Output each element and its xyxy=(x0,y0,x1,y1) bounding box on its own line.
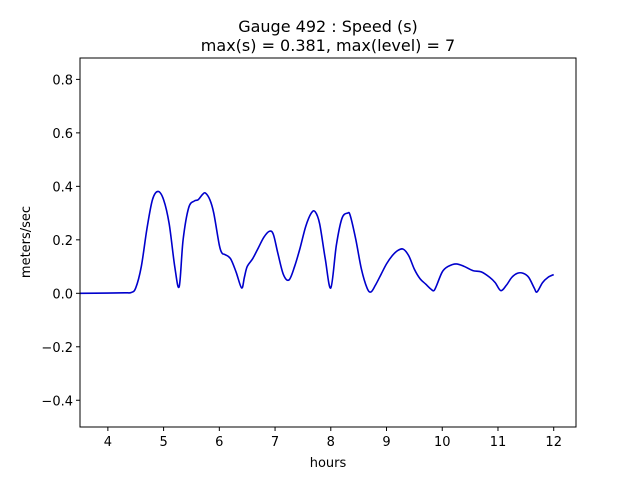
x-tick-label: 10 xyxy=(434,435,451,450)
y-tick-label: 0.2 xyxy=(52,234,73,249)
y-tick-label: 0.4 xyxy=(52,180,73,195)
x-tick-label: 5 xyxy=(159,435,167,450)
chart-title-line-2: max(s) = 0.381, max(level) = 7 xyxy=(201,36,455,55)
y-tick-label: −0.2 xyxy=(41,341,73,356)
x-tick-label: 9 xyxy=(382,435,390,450)
x-tick-label: 8 xyxy=(327,435,335,450)
y-axis-ticks: −0.4 −0.2 0.0 0.2 0.4 0.6 0.8 xyxy=(41,73,80,409)
y-tick-label: 0.0 xyxy=(52,287,73,302)
x-axis-label: hours xyxy=(310,456,347,471)
series-layer xyxy=(79,190,555,295)
plot-area xyxy=(80,58,576,427)
y-axis-label: meters/sec xyxy=(19,206,34,278)
plot-frame xyxy=(79,57,577,428)
y-tick-label: 0.8 xyxy=(52,73,73,88)
speed-series-line xyxy=(79,190,555,295)
y-tick-label: −0.4 xyxy=(41,394,73,409)
x-tick-label: 7 xyxy=(271,435,279,450)
x-tick-label: 11 xyxy=(490,435,507,450)
chart-title-line-1: Gauge 492 : Speed (s) xyxy=(238,17,418,36)
x-axis-ticks: 4 5 6 7 8 9 10 11 12 xyxy=(104,427,562,450)
x-tick-label: 12 xyxy=(545,435,562,450)
x-tick-label: 4 xyxy=(104,435,112,450)
x-tick-label: 6 xyxy=(215,435,223,450)
y-tick-label: 0.6 xyxy=(52,127,73,142)
